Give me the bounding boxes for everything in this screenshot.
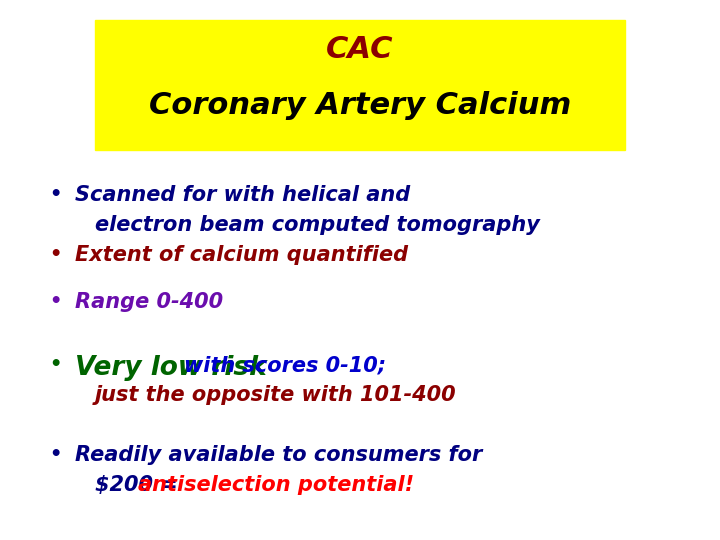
Text: Very low risk: Very low risk	[75, 355, 276, 381]
Text: antiselection potential!: antiselection potential!	[138, 475, 414, 495]
Text: Range 0-400: Range 0-400	[75, 292, 223, 312]
Text: Readily available to consumers for: Readily available to consumers for	[75, 445, 482, 465]
Text: CAC: CAC	[326, 36, 394, 64]
Text: just the opposite with 101-400: just the opposite with 101-400	[95, 385, 456, 405]
Text: with scores 0-10;: with scores 0-10;	[184, 355, 386, 375]
Text: •: •	[49, 355, 61, 374]
Text: •: •	[49, 185, 61, 204]
FancyBboxPatch shape	[95, 20, 625, 150]
Text: Extent of calcium quantified: Extent of calcium quantified	[75, 245, 408, 265]
Text: electron beam computed tomography: electron beam computed tomography	[95, 215, 540, 235]
Text: •: •	[49, 292, 61, 311]
Text: $200 =: $200 =	[95, 475, 185, 495]
Text: •: •	[49, 245, 61, 264]
Text: Coronary Artery Calcium: Coronary Artery Calcium	[149, 91, 571, 119]
Text: Scanned for with helical and: Scanned for with helical and	[75, 185, 410, 205]
Text: •: •	[49, 445, 61, 464]
